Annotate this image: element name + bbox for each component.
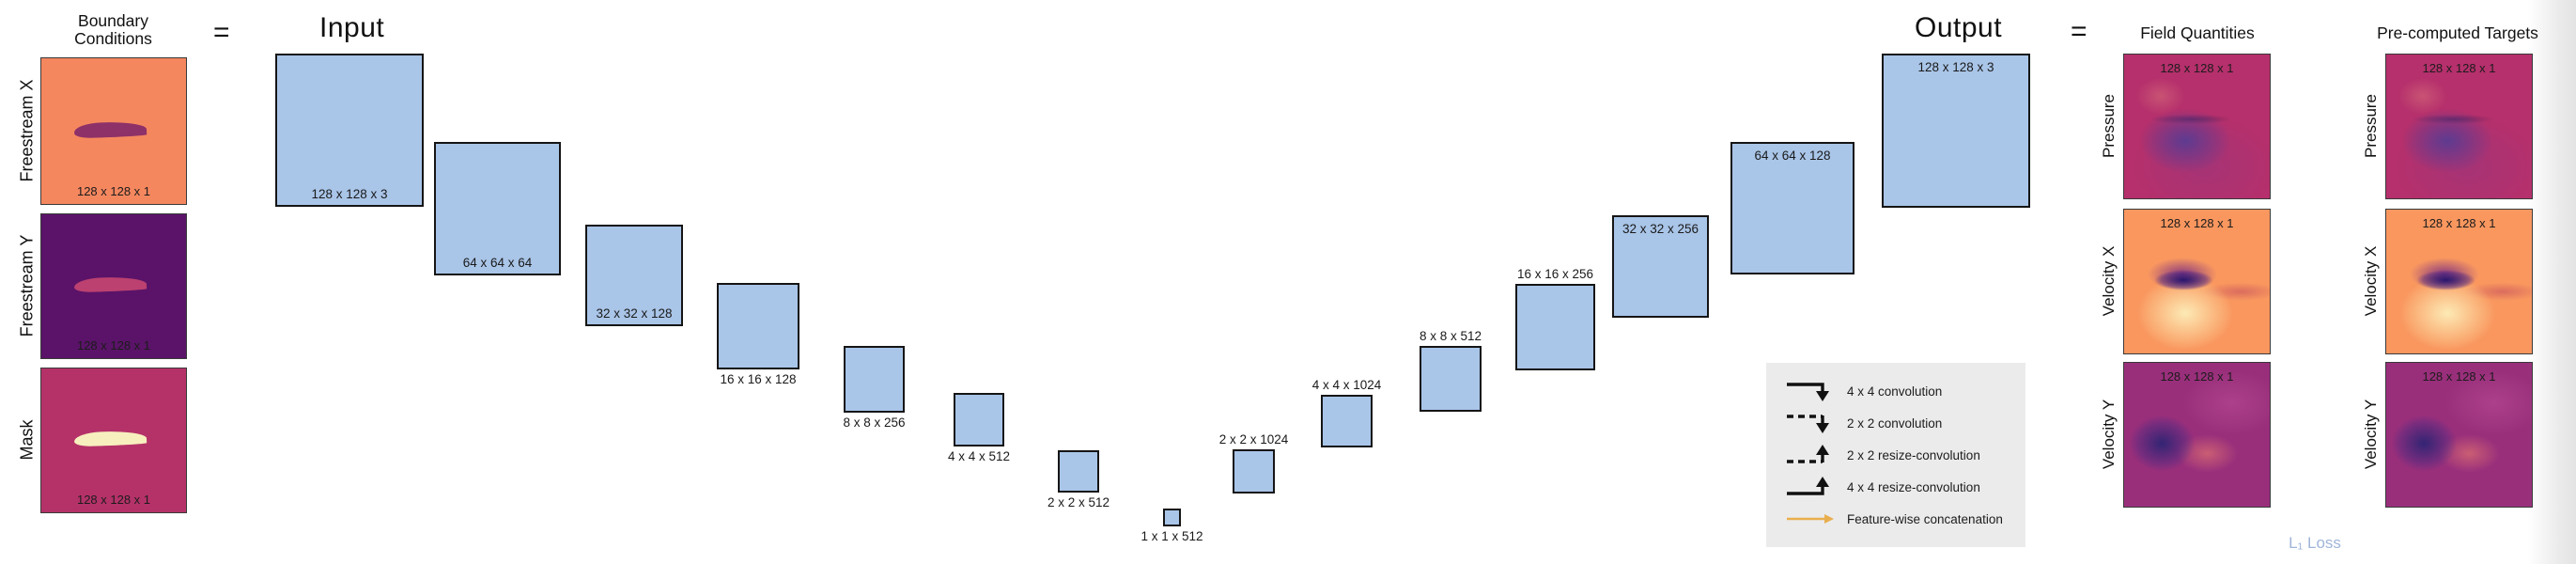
legend-item: 2 x 2 convolution (1766, 411, 2025, 435)
mask-label: Mask (17, 419, 37, 461)
encoder-box-32: 32 x 32 x 128 (585, 225, 683, 326)
decoder-box-32: 32 x 32 x 256 (1612, 212, 1713, 318)
mask-image: 128 x 128 x 1 (40, 368, 187, 513)
decoder-box-64: 64 x 64 x 128 (1730, 138, 1858, 274)
image-size-caption: 128 x 128 x 1 (76, 493, 151, 507)
target-velocity-x-label: Velocity X (2362, 245, 2380, 317)
field-velocity-y-label: Velocity Y (2100, 399, 2118, 470)
equals-right: = (2071, 16, 2087, 47)
conv-2x2-arrow-icon (1787, 415, 1829, 433)
airfoil-shape (74, 275, 147, 293)
encoder-box-16: 16 x 16 x 128 (717, 283, 799, 386)
decoder-box-2: 2 x 2 x 1024 (1219, 432, 1288, 494)
field-velocity-x-image: 128 x 128 x 1 (2123, 209, 2271, 354)
encoder-box-128: 128 x 128 x 3 (275, 54, 424, 207)
encoder-box-2: 2 x 2 x 512 (1047, 450, 1110, 509)
legend-item: 4 x 4 resize-convolution (1766, 475, 2025, 499)
image-size-caption: 128 x 128 x 1 (2160, 61, 2234, 75)
field-pressure-label: Pressure (2100, 93, 2118, 159)
image-size-caption: 128 x 128 x 1 (2422, 369, 2496, 384)
resize-conv-4x4-arrow-icon (1787, 477, 1829, 495)
input-title: Input (319, 12, 385, 43)
image-size-caption: 128 x 128 x 1 (2160, 216, 2234, 230)
equals-left: = (213, 17, 230, 48)
freestream-x-label: Freestream X (17, 79, 37, 182)
bottleneck-box-1: 1 x 1 x 512 (1141, 509, 1203, 543)
image-size-caption: 128 x 128 x 1 (76, 338, 151, 352)
freestream-x-image: 128 x 128 x 1 (40, 57, 187, 205)
field-velocity-y-image: 128 x 128 x 1 (2123, 362, 2271, 508)
image-size-caption: 128 x 128 x 1 (2422, 216, 2496, 230)
resize-conv-2x2-arrow-icon (1787, 445, 1829, 463)
target-velocity-y-image: 128 x 128 x 1 (2385, 362, 2533, 508)
target-pressure-label: Pressure (2362, 93, 2380, 159)
image-size-caption: 128 x 128 x 1 (76, 184, 151, 198)
targets-title: Pre-computed Targets (2377, 24, 2538, 42)
field-pressure-image: 128 x 128 x 1 (2123, 54, 2271, 199)
decoder-box-8: 8 x 8 x 512 (1420, 329, 1485, 412)
legend-item: 2 x 2 resize-convolution (1766, 443, 2025, 467)
airfoil-shape (74, 120, 147, 139)
encoder-box-4: 4 x 4 x 512 (948, 393, 1010, 463)
legend: 4 x 4 convolution 2 x 2 convolution 2 x … (1766, 363, 2025, 547)
encoder-box-64: 64 x 64 x 64 (434, 142, 561, 275)
page-edge-shading (2527, 0, 2576, 564)
field-quantities-title: Field Quantities (2140, 24, 2255, 42)
concat-arrow-icon (1787, 514, 1834, 524)
boundary-conditions-title: Boundary Conditions (74, 11, 152, 48)
encoder-box-8: 8 x 8 x 256 (843, 346, 906, 430)
output-box: 128 x 128 x 3 (1882, 54, 2030, 208)
freestream-y-image: 128 x 128 x 1 (40, 213, 187, 359)
image-size-caption: 128 x 128 x 1 (2160, 369, 2234, 384)
image-size-caption: 128 x 128 x 1 (2422, 61, 2496, 75)
decoder-box-4: 4 x 4 x 1024 (1312, 378, 1381, 447)
legend-item: 4 x 4 convolution (1766, 379, 2025, 403)
freestream-y-label: Freestream Y (17, 234, 37, 337)
field-velocity-x-label: Velocity X (2100, 245, 2118, 317)
target-pressure-image: 128 x 128 x 1 (2385, 54, 2533, 199)
decoder-box-16: 16 x 16 x 256 (1515, 267, 1599, 370)
output-title: Output (1915, 12, 2003, 43)
airfoil-shape (74, 430, 147, 447)
target-velocity-y-label: Velocity Y (2362, 399, 2380, 470)
l1-loss-label: L₁ Loss (2289, 534, 2341, 552)
conv-4x4-arrow-icon (1787, 383, 1829, 401)
legend-item: Feature-wise concatenation (1766, 507, 2025, 531)
target-velocity-x-image: 128 x 128 x 1 (2385, 209, 2533, 354)
